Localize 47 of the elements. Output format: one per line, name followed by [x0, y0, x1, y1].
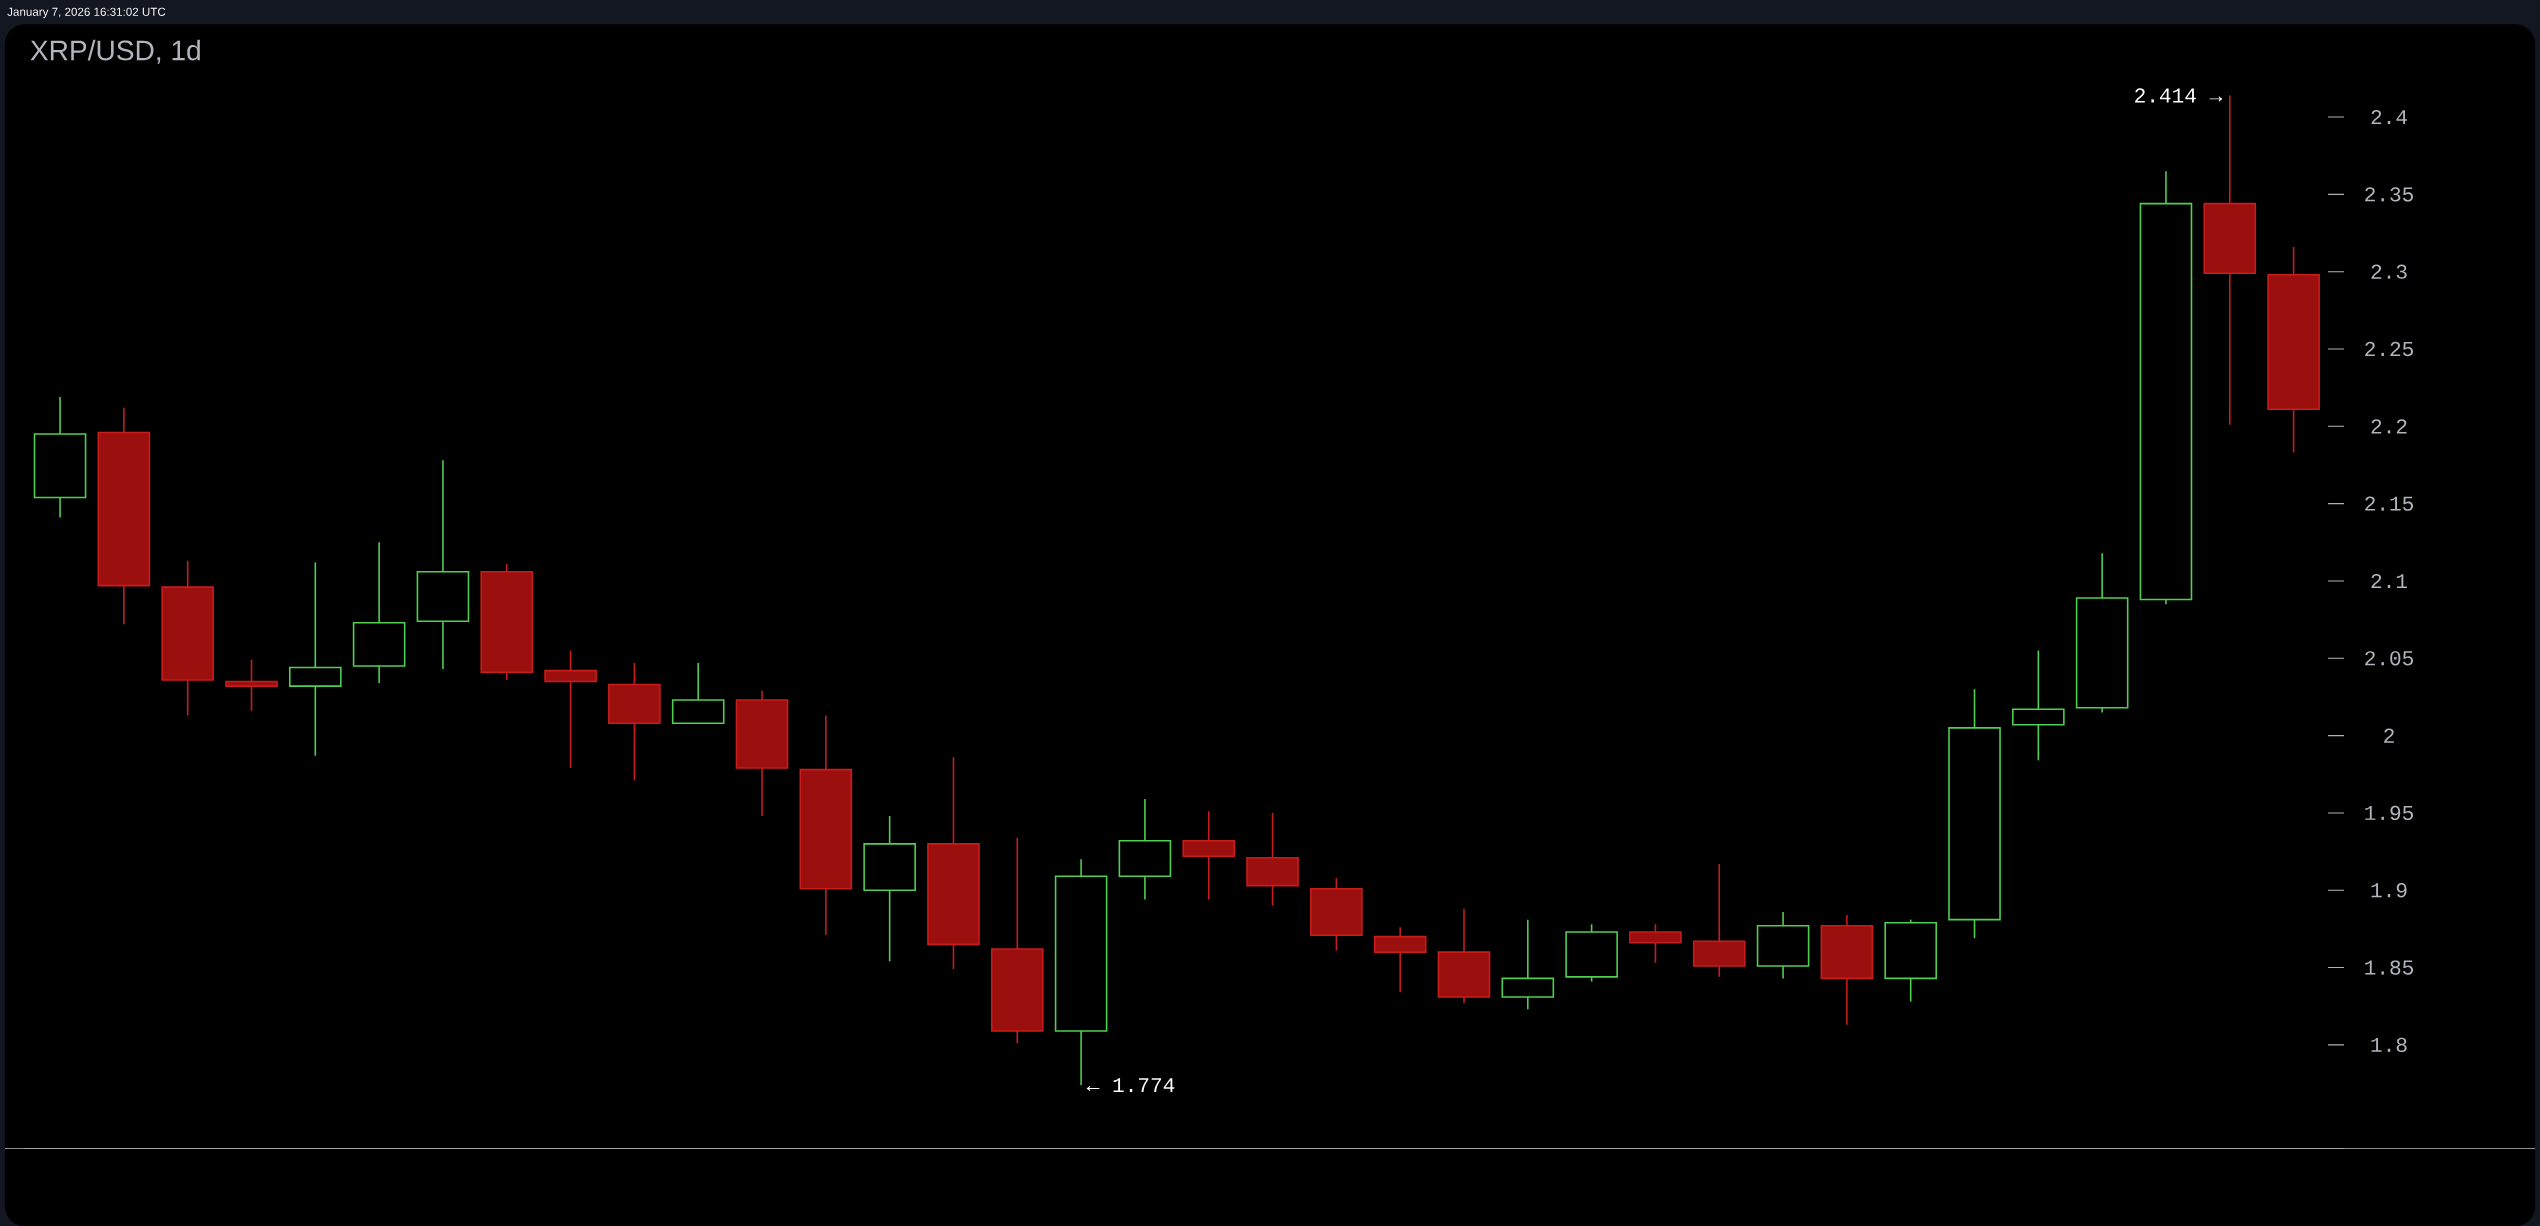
candlestick: [1373, 926, 1427, 993]
y-tick-label: 1.95: [2365, 805, 2414, 820]
candlestick: [161, 559, 214, 717]
candlestick: [1182, 810, 1236, 901]
candlestick: [863, 815, 916, 963]
annotation: ← 1.774: [1086, 1078, 1175, 1092]
y-tick-label: 2.3: [2371, 264, 2407, 279]
chart-subtitle: January 7, 2026 16:31:02 UTC: [7, 7, 166, 19]
y-tick-label: 1.8: [2371, 1037, 2407, 1052]
annotation: 2.414 →: [2135, 88, 2223, 103]
candlestick: [97, 406, 151, 625]
candlestick: [2267, 246, 2320, 454]
candlestick: [2139, 170, 2193, 605]
y-tick-label: 2.15: [2365, 496, 2414, 511]
candlestick: [288, 561, 342, 757]
candlestick: [1948, 688, 2001, 939]
chart-title: XRP/USD, 1d: [30, 39, 200, 64]
candlestick: [799, 714, 853, 936]
candlestick: [480, 563, 534, 681]
y-tick-label: 2.1: [2371, 573, 2407, 588]
candlestick: [225, 658, 278, 712]
candlestick: [544, 649, 597, 769]
y-tick-label: 1.85: [2365, 960, 2414, 975]
candlestick: [1501, 918, 1555, 1010]
candlestick: [1246, 812, 1299, 907]
candlestick: [927, 756, 980, 970]
candlestick: [2203, 94, 2257, 426]
candlestick: [416, 459, 470, 670]
y-tick-label: 2.4: [2371, 109, 2407, 124]
candlestick: [33, 396, 87, 519]
y-tick-label: 2.35: [2365, 187, 2414, 202]
candlestick: [1437, 907, 1491, 1004]
y-tick-label: 2.05: [2365, 651, 2414, 666]
candlestick: [990, 836, 1044, 1044]
y-tick-label: 2.25: [2365, 341, 2414, 357]
candlestick: [1692, 863, 1746, 978]
y-tick-label: 2: [2384, 728, 2394, 743]
candlestick: [1054, 858, 1108, 1086]
candlestick: [352, 541, 406, 684]
candlestick: [1820, 914, 1874, 1026]
y-tick-label: 1.9: [2371, 882, 2407, 898]
y-tick-label: 2.2: [2371, 419, 2407, 434]
candlestick: [1118, 798, 1172, 901]
candlestick: [735, 689, 789, 817]
candlestick: [1756, 910, 1810, 980]
candlestick: [608, 662, 661, 782]
candlestick: [2012, 649, 2065, 762]
